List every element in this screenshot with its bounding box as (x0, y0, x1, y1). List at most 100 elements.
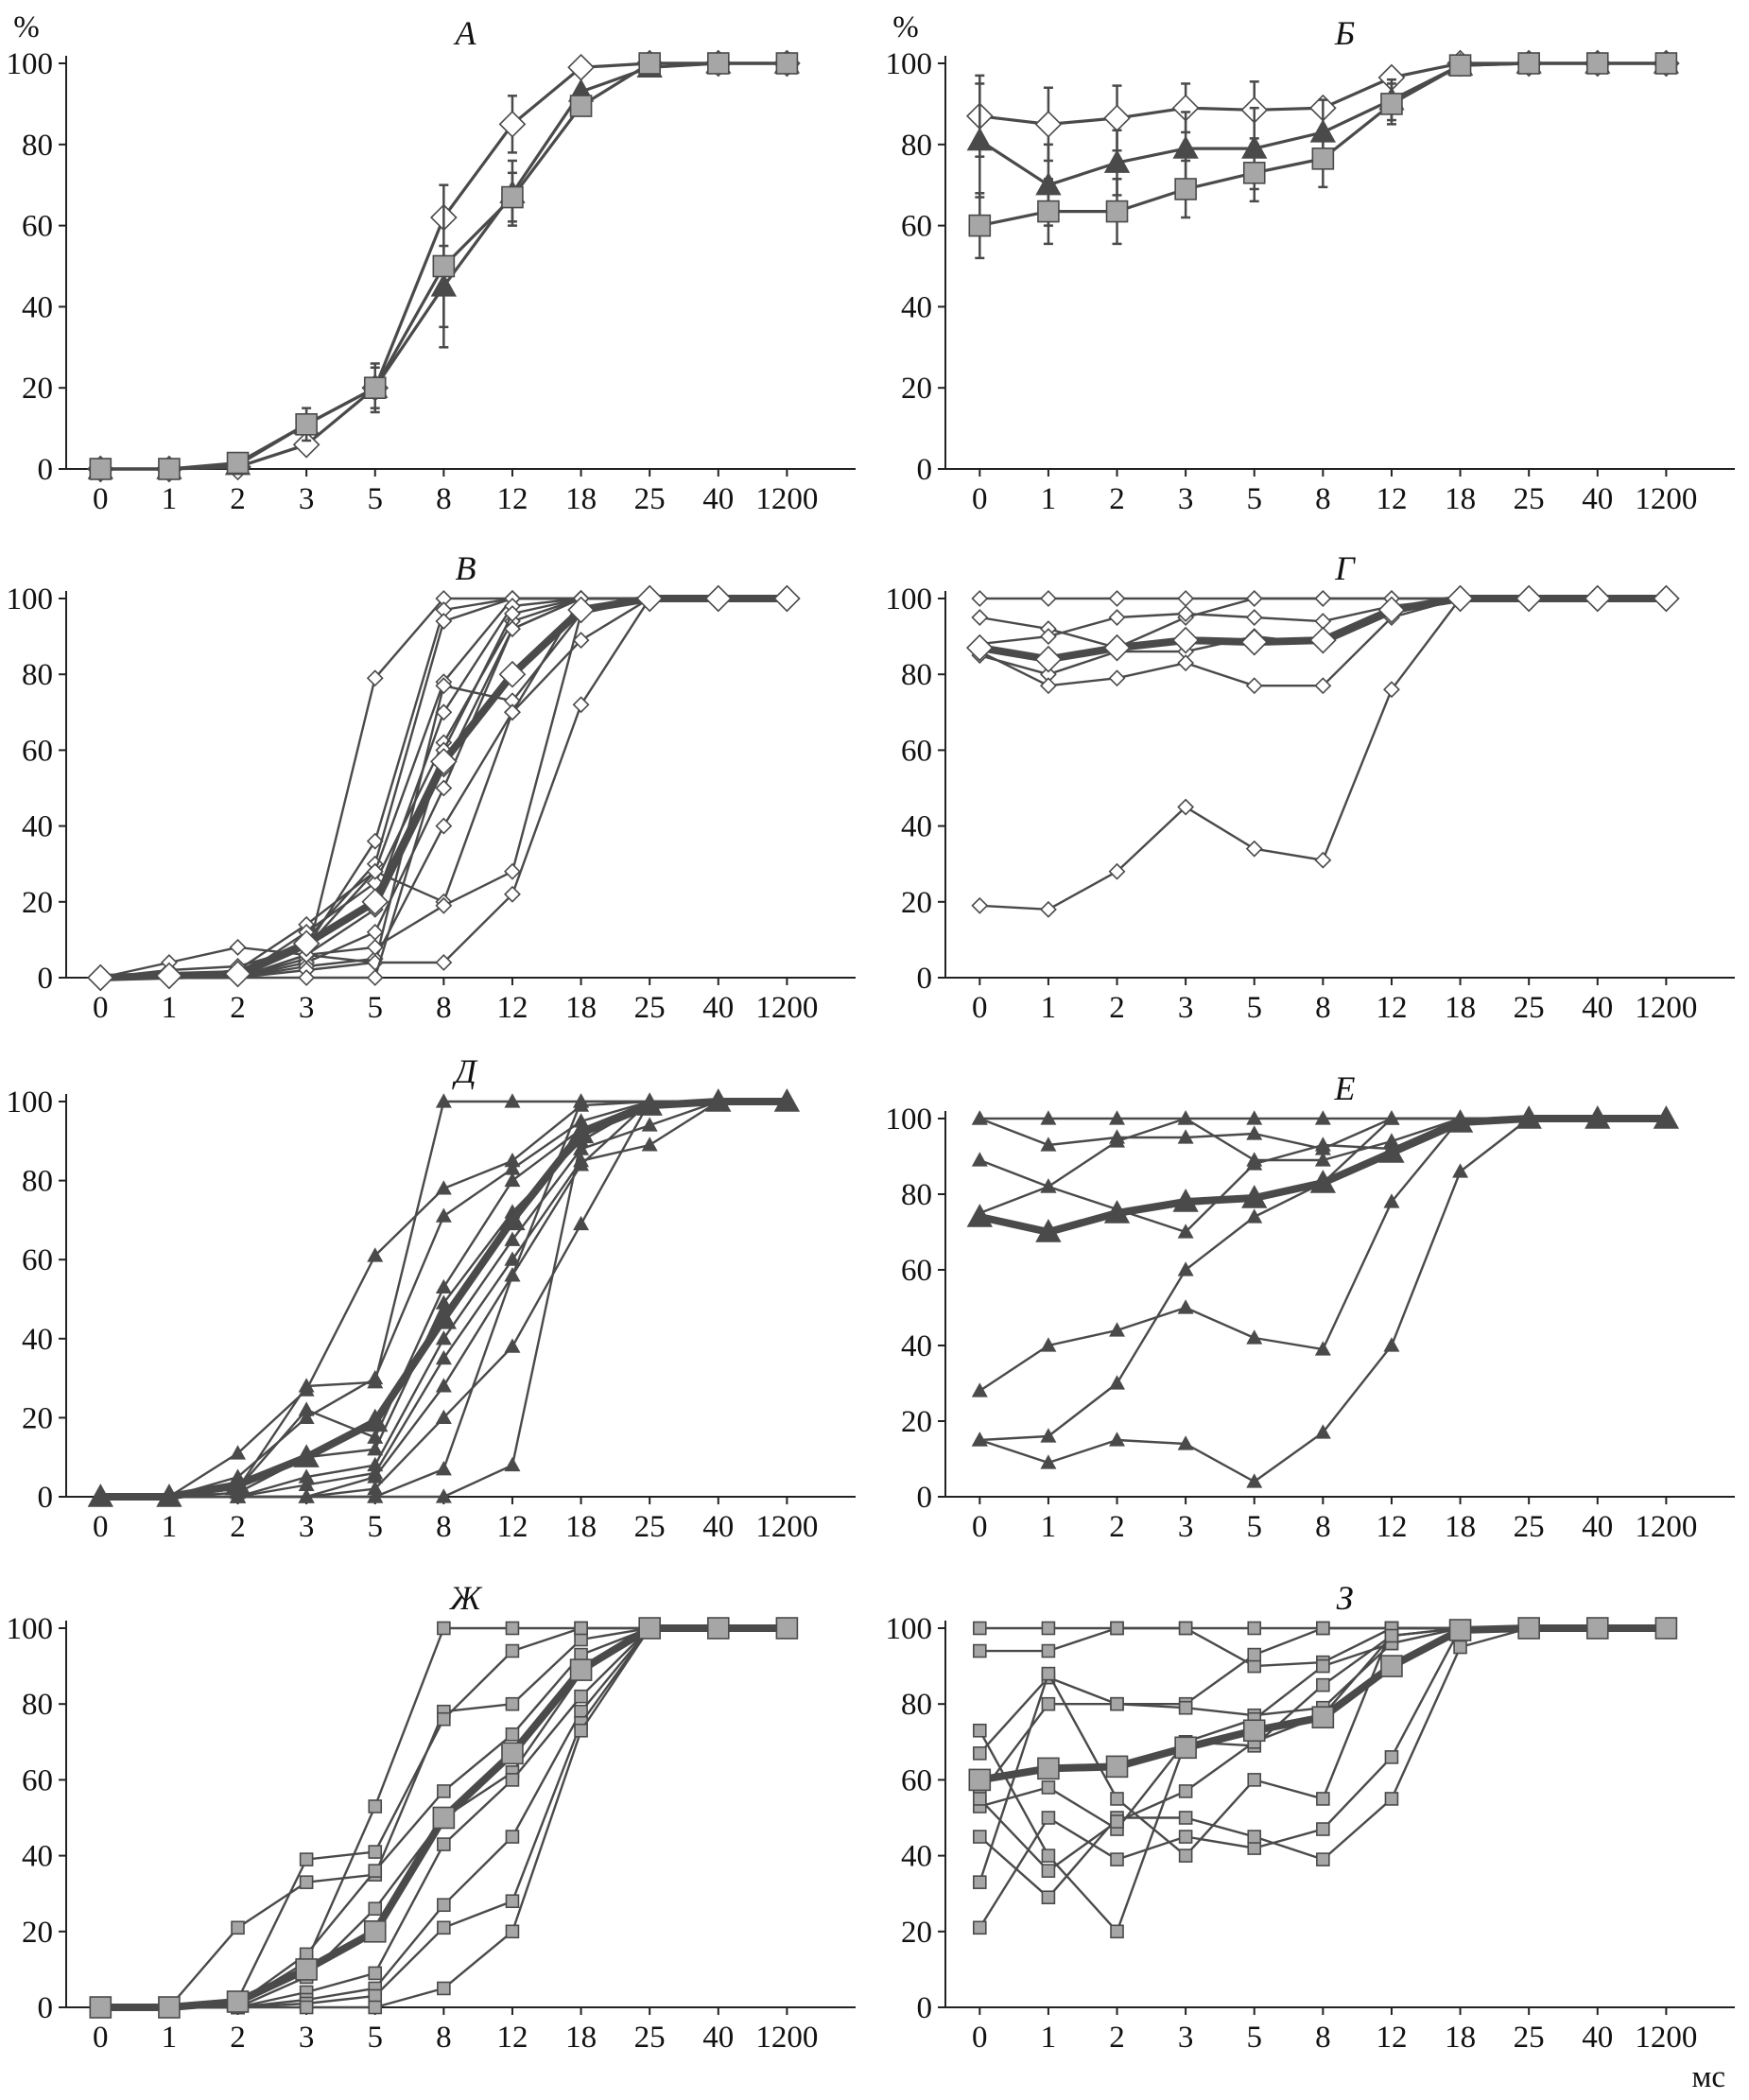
x-tick-label: 1200 (755, 1510, 818, 1544)
y-tick-label: 0 (38, 1991, 54, 2025)
data-point (432, 254, 456, 278)
data-point (1041, 1811, 1056, 1825)
x-tick-label: 25 (1514, 482, 1545, 516)
data-point (293, 1444, 320, 1467)
y-tick-label: 0 (917, 1991, 933, 2025)
data-point (1174, 1736, 1197, 1760)
data-point (1314, 613, 1332, 630)
x-tick-label: 0 (972, 2021, 988, 2055)
data-point (1041, 1780, 1056, 1795)
x-tick-label: 2 (1109, 482, 1125, 516)
data-point (1453, 1640, 1467, 1655)
data-point (435, 1093, 452, 1108)
data-point (1653, 1105, 1680, 1129)
data-point (573, 1215, 590, 1231)
data-point (437, 1711, 451, 1727)
x-tick-label: 1 (162, 991, 178, 1025)
x-tick-label: 0 (93, 991, 109, 1025)
x-tick-label: 5 (367, 991, 383, 1025)
data-point (1316, 1822, 1330, 1836)
y-tick-label: 60 (22, 1243, 53, 1277)
data-point (971, 590, 989, 607)
data-point (1109, 1432, 1126, 1447)
data-point (504, 1093, 521, 1108)
y-tick-label: 40 (901, 810, 932, 844)
data-point (1517, 52, 1540, 75)
y-tick-label: 20 (22, 886, 53, 920)
data-point (1109, 1322, 1126, 1337)
data-point (1383, 1337, 1400, 1352)
y-tick-label: 0 (38, 962, 54, 996)
x-tick-label: 18 (565, 991, 597, 1025)
x-tick-label: 8 (436, 1510, 452, 1544)
data-point (295, 413, 318, 436)
data-point (504, 703, 521, 721)
data-point (635, 584, 664, 613)
data-point (1177, 1299, 1194, 1314)
y-axis-label: % (13, 10, 40, 44)
panel-title: Б (1334, 14, 1355, 52)
x-tick-label: 3 (299, 1510, 315, 1544)
x-tick-label: 18 (1445, 1510, 1476, 1544)
data-point (1041, 1864, 1056, 1878)
mean-series (87, 1088, 801, 1507)
x-tick-label: 5 (1246, 1510, 1262, 1544)
mean-series (968, 1617, 1678, 1792)
data-point (1314, 1152, 1331, 1167)
data-point (1040, 1178, 1057, 1193)
y-tick-label: 0 (917, 1481, 933, 1515)
data-point (230, 1488, 247, 1503)
y-tick-label: 60 (901, 1254, 932, 1288)
data-point (435, 1278, 452, 1294)
data-point (1177, 1110, 1194, 1125)
x-tick-label: 1 (1041, 1510, 1057, 1544)
y-tick-label: 100 (7, 1085, 54, 1119)
data-point (1110, 1852, 1124, 1866)
data-point (1584, 584, 1612, 613)
x-tick-label: 5 (1246, 482, 1262, 516)
data-point (1039, 590, 1057, 607)
data-point (971, 1382, 988, 1397)
data-point (1105, 1755, 1129, 1779)
data-point (226, 451, 250, 475)
data-point (504, 605, 521, 622)
data-point (1653, 584, 1680, 613)
y-tick-label: 100 (886, 1612, 933, 1646)
data-point (226, 1990, 250, 2013)
y-tick-label: 20 (22, 372, 53, 406)
data-point (367, 1488, 384, 1503)
data-point (966, 127, 993, 151)
data-point (1039, 628, 1057, 646)
data-point (1383, 681, 1400, 699)
data-point (435, 1409, 452, 1424)
y-tick-label: 80 (22, 1165, 53, 1199)
data-point (437, 1837, 451, 1851)
data-point (973, 1746, 987, 1761)
y-tick-label: 80 (901, 1178, 932, 1212)
data-point (504, 1251, 521, 1266)
data-point (230, 1445, 247, 1460)
data-point (572, 696, 590, 714)
data-point (1041, 1890, 1056, 1905)
y-tick-label: 100 (7, 582, 54, 616)
x-tick-label: 3 (299, 2021, 315, 2055)
x-tick-label: 40 (1582, 2021, 1613, 2055)
data-point (435, 1378, 452, 1393)
x-tick-label: 1 (1041, 2021, 1057, 2055)
data-point (430, 748, 458, 775)
data-point (706, 52, 730, 75)
data-point (295, 1958, 318, 1981)
data-point (971, 896, 989, 914)
data-point (567, 1119, 595, 1144)
x-tick-label: 0 (972, 1510, 988, 1544)
data-point (435, 954, 453, 971)
data-point (1446, 584, 1474, 613)
data-point (368, 2000, 383, 2015)
data-point (505, 1643, 520, 1658)
y-tick-label: 80 (22, 1688, 53, 1722)
data-point (158, 1996, 181, 2019)
data-point (435, 1330, 452, 1345)
